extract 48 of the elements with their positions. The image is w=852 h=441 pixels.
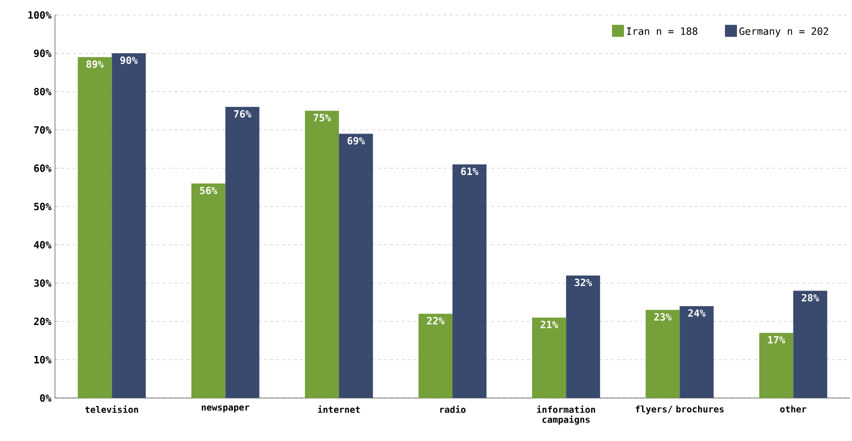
y-tick-label: 50% xyxy=(34,202,52,210)
y-tick-label: 10% xyxy=(34,356,52,364)
bar xyxy=(532,318,566,398)
y-tick-label: 30% xyxy=(34,279,52,287)
data-label: 17% xyxy=(768,336,786,344)
x-tick-label: flyers/ brochures xyxy=(636,406,724,414)
data-label: 69% xyxy=(348,136,365,144)
bar xyxy=(304,110,339,398)
data-label: 56% xyxy=(200,186,218,194)
bar xyxy=(793,290,828,398)
data-label: 61% xyxy=(461,168,478,176)
bar xyxy=(418,314,453,398)
bar xyxy=(452,164,487,398)
bar xyxy=(225,106,260,398)
bar xyxy=(112,53,146,398)
bar xyxy=(338,134,373,398)
x-tick-label: internet xyxy=(318,406,360,413)
data-label: 21% xyxy=(540,320,558,328)
x-tick-label: radio xyxy=(440,406,466,413)
legend-label: Germany n = 202 xyxy=(739,27,828,37)
bar xyxy=(759,332,794,398)
y-tick-label: 60% xyxy=(34,164,52,172)
data-label: 89% xyxy=(86,60,104,68)
x-tick-label: information campaigns xyxy=(537,406,596,425)
data-label: 23% xyxy=(654,313,672,321)
data-label: 75% xyxy=(314,114,331,122)
y-tick-label: 20% xyxy=(34,318,52,326)
data-label: 76% xyxy=(234,110,252,118)
data-label: 90% xyxy=(120,56,138,64)
y-tick-label: 40% xyxy=(34,241,52,249)
data-label: 22% xyxy=(427,316,444,324)
y-tick-label: 90% xyxy=(34,49,52,58)
y-tick-label: 80% xyxy=(34,88,52,96)
x-tick-label: television xyxy=(85,406,138,413)
bar xyxy=(646,310,680,398)
bar xyxy=(191,184,226,398)
y-tick-label: 70% xyxy=(34,126,52,134)
bar xyxy=(566,275,600,398)
x-tick-label: newspaper xyxy=(202,406,250,412)
y-tick-label: 100% xyxy=(28,11,52,19)
legend-label: Iran n = 188 xyxy=(626,27,698,35)
data-label: 24% xyxy=(688,309,706,317)
y-tick-label: 0% xyxy=(40,394,52,402)
x-tick-label: other xyxy=(780,406,806,412)
bar xyxy=(680,306,714,398)
data-label: 32% xyxy=(574,278,592,286)
data-label: 28% xyxy=(802,294,820,302)
bar xyxy=(78,57,112,398)
